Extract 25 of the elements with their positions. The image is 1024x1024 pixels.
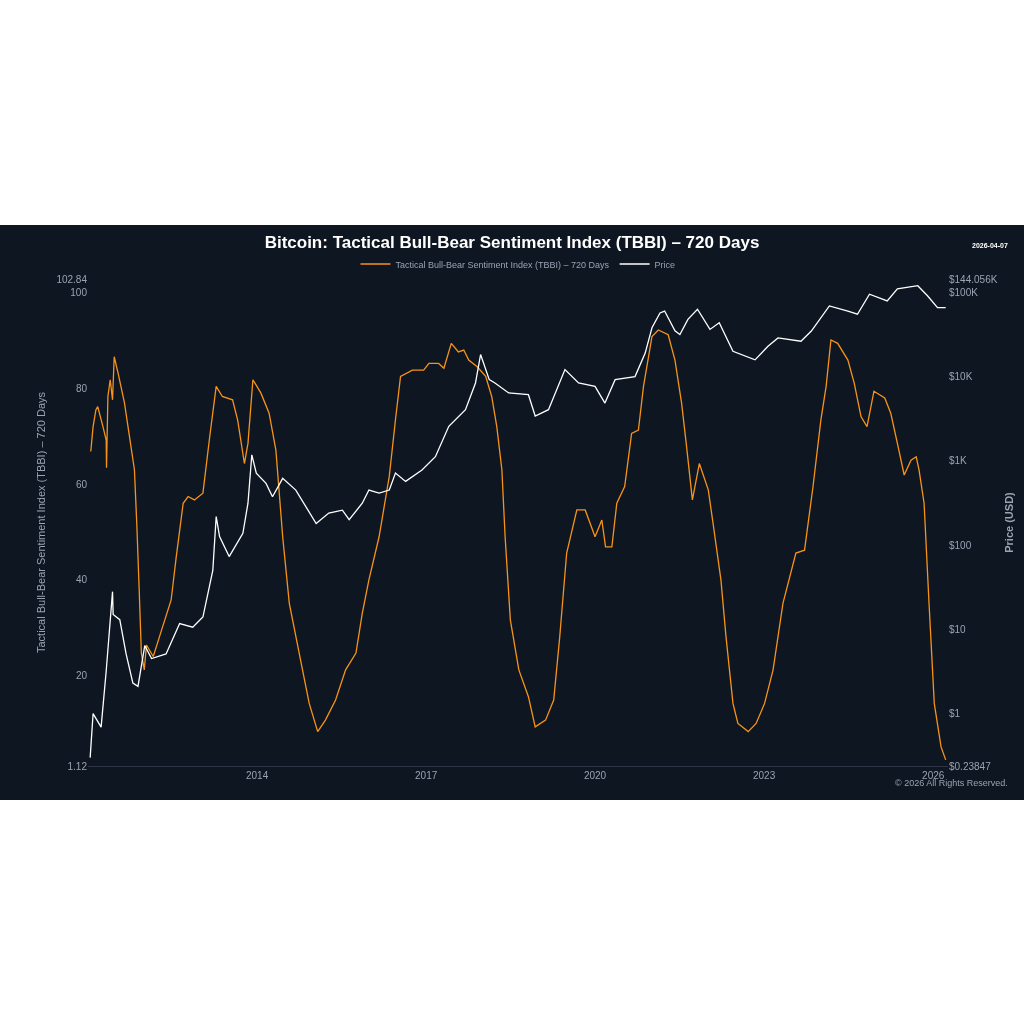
x-tick-label: 2017 [415,770,438,781]
y-tick-label: 60 [75,478,88,490]
text: © 2026 All Rights Reserved. [895,778,1008,788]
y2-tick-label: $100K [949,286,979,298]
y-tick-label: 80 [75,382,88,394]
x-tick-label: 2014 [245,770,269,781]
x-tick-label: 2023 [752,770,776,781]
y2-tick-label: $100 [949,539,972,551]
legend-label: Price [654,259,676,270]
legend-label: Tactical Bull-Bear Sentiment Index (TBBI) – 720 Days [395,259,610,270]
y2-tick-label: $0.23847 [949,760,992,772]
y2-tick-label: $10 [949,623,967,635]
y-tick-label: 20 [75,670,88,682]
y2-tick-label: $1 [949,708,961,720]
y2-tick-label: $144.056K [949,273,998,285]
y-tick-label: 40 [75,574,88,586]
y-axis-title: Tactical Bull-Bear Sentiment Index (TBBI) – 720 Days [35,391,48,654]
y-tick-label: 1.12 [67,760,88,772]
chart-title: Bitcoin: Tactical Bull-Bear Sentiment Index (TBBI) – 720 Days [264,232,760,252]
y-tick-label: 102.84 [56,273,88,285]
y2-tick-label: $10K [949,371,973,383]
x-tick-label: 2020 [583,770,607,781]
y2-axis-title: Price (USD) [1002,491,1015,553]
y2-tick-label: $1K [949,455,968,467]
y-tick-label: 100 [70,287,88,299]
